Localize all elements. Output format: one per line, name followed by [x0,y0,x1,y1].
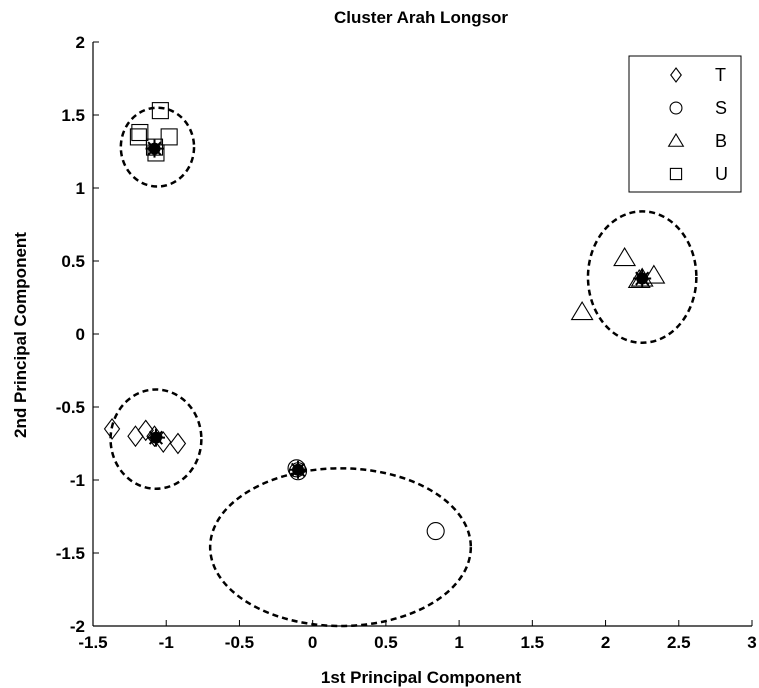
x-tick-label: -1 [159,633,174,652]
legend-label: S [715,98,727,118]
x-tick-label: 2 [601,633,610,652]
x-tick-label: 2.5 [667,633,691,652]
marker-diamond [127,425,144,448]
marker-circle [426,522,445,541]
marker-triangle [613,247,637,267]
x-tick-label: -0.5 [225,633,254,652]
y-tick-label: -0.5 [56,398,85,417]
y-tick-label: -1 [70,471,85,490]
y-axis-label: 2nd Principal Component [11,232,30,438]
marker-triangle [570,301,594,321]
marker-circle [669,101,683,115]
cluster-ellipse [586,210,698,345]
cluster-ellipses [109,106,698,628]
y-tick-label: 1.5 [61,106,85,125]
cluster-ellipse [119,106,196,188]
marker-diamond [103,417,121,440]
x-tick-label: -1.5 [78,633,107,652]
x-axis-label: 1st Principal Component [321,668,522,687]
cluster-centroids [145,139,652,479]
cluster-ellipse [208,467,473,628]
marker-triangle [642,264,666,284]
marker-diamond [137,419,154,442]
cluster-ellipse [109,388,203,491]
legend-label: B [715,131,727,151]
x-tick-label: 0.5 [374,633,398,652]
marker-triangle [667,132,685,147]
legend-box [628,55,742,193]
centroid-spoke [148,430,164,445]
y-tick-label: -2 [70,617,85,636]
y-tick-label: 2 [76,33,85,52]
y-tick-label: 0.5 [61,252,85,271]
chart-title: Cluster Arah Longsor [334,8,508,27]
legend-label: U [715,164,728,184]
marker-square [669,167,683,181]
marker-square [160,128,178,146]
marker-circle [287,459,306,478]
marker-diamond [169,432,187,455]
marker-diamond [670,67,682,83]
marker-square [151,102,169,120]
centroid-spoke [147,141,162,156]
legend-label: T [715,65,726,85]
centroid-spoke [635,271,650,286]
x-tick-label: 0 [308,633,317,652]
y-tick-label: 1 [76,179,85,198]
x-tick-label: 1 [454,633,463,652]
marker-square [131,123,149,142]
x-tick-label: 1.5 [521,633,545,652]
marker-square [129,128,147,146]
centroid-spoke [290,462,306,477]
y-tick-label: -1.5 [56,544,85,563]
x-tick-label: 3 [747,633,756,652]
y-tick-label: 0 [76,325,85,344]
axis-ticks: -1.5 -1 -0.5 0 0.5 1 1.5 2 2.5 3-2-1.5-1-0.500.51… [56,33,757,652]
